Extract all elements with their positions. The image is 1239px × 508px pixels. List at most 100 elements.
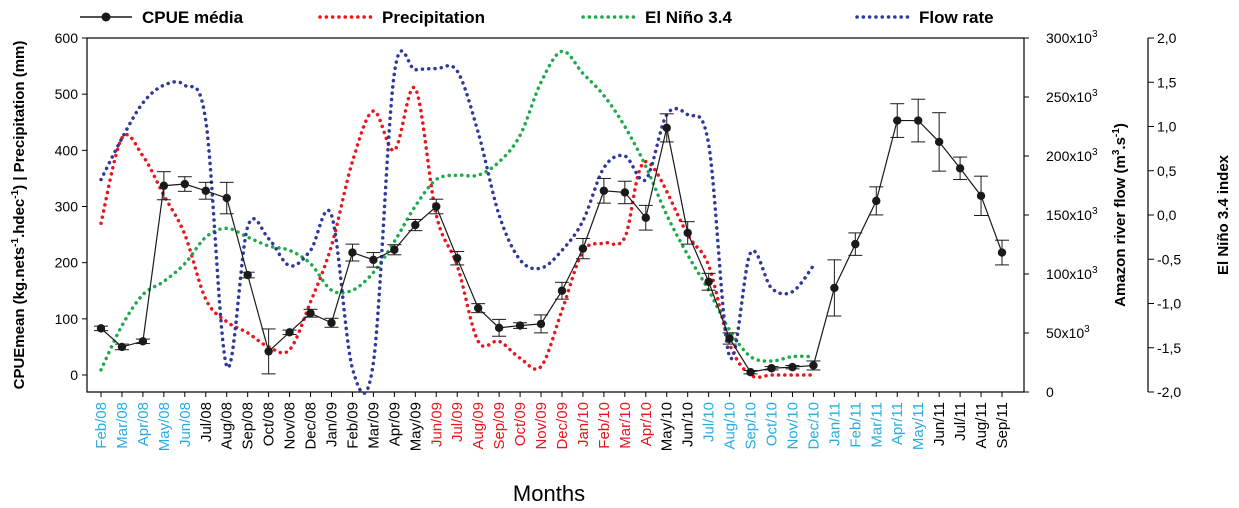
- cpue-point: [327, 318, 336, 327]
- x-tick-label: Jul/09: [449, 402, 466, 442]
- cpue-point: [851, 239, 860, 249]
- cpue-point: [662, 123, 671, 133]
- cpue-point: [872, 196, 881, 206]
- right1-tick-label: 50x103: [1046, 324, 1090, 341]
- right1-tick-label: 150x103: [1046, 206, 1098, 223]
- x-tick-label: Feb/11: [847, 402, 864, 448]
- legend-marker: [101, 12, 111, 22]
- x-tick-label: Aug/10: [722, 402, 739, 450]
- x-tick-label: Nov/08: [282, 402, 299, 450]
- cpue-point: [578, 244, 588, 253]
- right2-tick-label: -2,0: [1157, 384, 1181, 400]
- x-tick-label: Jun/08: [177, 402, 194, 447]
- cpue-point: [557, 286, 567, 295]
- cpue-line: [100, 119, 1003, 373]
- legend-label: CPUE média: [142, 8, 244, 27]
- cpue-point: [96, 324, 106, 333]
- x-tick-label: Jun/09: [428, 402, 445, 447]
- x-tick-label: Oct/08: [261, 402, 278, 446]
- x-tick-label: Jan/10: [575, 402, 592, 447]
- series-line-2: [99, 49, 816, 372]
- cpue-point: [767, 364, 776, 373]
- cpue-point: [243, 270, 252, 280]
- cpue-point: [348, 248, 357, 257]
- right2-tick-label: 0,0: [1157, 207, 1177, 223]
- cpue-point: [432, 202, 441, 211]
- x-tick-label: Apr/11: [889, 402, 906, 445]
- right1-tick-label: 200x103: [1046, 147, 1098, 164]
- cpue-point: [725, 334, 734, 343]
- x-tick-label: Aug/09: [470, 402, 487, 450]
- x-tick-label: Jun/10: [680, 402, 697, 447]
- cpue-point: [641, 213, 650, 222]
- left-tick-label: 300: [55, 199, 79, 215]
- x-tick-label: Nov/09: [533, 402, 550, 450]
- x-tick-label: Jun/11: [931, 402, 948, 446]
- cpue-point: [411, 220, 420, 230]
- x-tick-label: Feb/09: [344, 402, 361, 449]
- cpue-point: [285, 328, 294, 337]
- x-tick-label: Jan/11: [826, 402, 843, 446]
- legend-label: Flow rate: [919, 8, 994, 27]
- x-tick-label: Jul/08: [198, 402, 215, 442]
- cpue-point: [893, 116, 902, 125]
- series-layer: [94, 49, 1009, 395]
- cpue-point: [515, 321, 525, 330]
- right1-axis-title: Amazon river flow (m3.s-1): [1111, 123, 1129, 307]
- plot-frame: [86, 37, 1025, 393]
- left-tick-label: 400: [55, 142, 79, 158]
- right1-tick-label: 300x103: [1046, 29, 1098, 46]
- right2-tick-label: 1,0: [1157, 119, 1177, 135]
- x-tick-label: Feb/10: [596, 402, 613, 449]
- right1-tick-label: 0: [1046, 384, 1054, 400]
- cpue-point: [264, 347, 273, 356]
- right2-tick-label: 1,5: [1157, 74, 1177, 90]
- right2-tick-label: -1,5: [1157, 340, 1181, 356]
- x-tick-label: May/11: [910, 402, 927, 450]
- x-tick-label: Sep/09: [491, 402, 508, 450]
- right2-tick-label: -0,5: [1157, 251, 1181, 267]
- x-tick-label: Mar/09: [365, 402, 382, 449]
- x-tick-label: Dec/09: [554, 402, 571, 450]
- cpue-point: [453, 253, 462, 263]
- axes: 0 100 200 300 400 500 600 0 50x103 100x103 150x103…: [10, 29, 1232, 400]
- cpue-point: [934, 137, 944, 147]
- x-tick-label: Mar/11: [868, 402, 885, 448]
- x-tick-label: Jan/09: [323, 402, 340, 447]
- left-axis-title: CPUEmean (kg.nets-1.hdec-1) | Precipitat…: [10, 41, 28, 390]
- series-line-3: [99, 49, 816, 395]
- x-tick-label: May/08: [156, 402, 173, 451]
- x-tick-label: Dec/10: [805, 402, 822, 450]
- cpue-point: [138, 337, 148, 346]
- x-tick-label: Sep/08: [240, 402, 257, 450]
- cpue-point: [997, 248, 1007, 257]
- cpue-point: [809, 361, 818, 370]
- x-tick-label: Oct/09: [512, 402, 529, 446]
- x-axis-title: Months: [513, 481, 585, 506]
- x-tick-label: Oct/10: [764, 402, 781, 446]
- x-tick-label: Feb/08: [93, 402, 110, 449]
- x-tick-label: Sep/11: [994, 402, 1011, 448]
- x-tick-label: Mar/10: [617, 402, 634, 449]
- cpue-point: [536, 319, 546, 329]
- x-tick-label: May/09: [407, 402, 424, 451]
- cpue-point: [620, 188, 630, 197]
- cpue-point: [746, 367, 755, 377]
- cpue-point: [683, 228, 692, 238]
- x-tick-label: Jul/10: [701, 402, 718, 442]
- cpue-point: [830, 283, 839, 293]
- cpue-point: [494, 323, 504, 333]
- cpue-point: [955, 164, 965, 173]
- left-tick-label: 0: [70, 367, 78, 383]
- right2-tick-label: -1,0: [1157, 296, 1181, 312]
- legend: CPUE média Precipitation El Niño 3.4 Flow r…: [80, 8, 994, 27]
- x-tick-label: May/10: [659, 402, 676, 451]
- left-tick-label: 600: [55, 30, 79, 46]
- legend-label: Precipitation: [382, 8, 485, 27]
- right1-tick-label: 100x103: [1046, 265, 1098, 282]
- x-tick-label: Nov/10: [784, 402, 801, 450]
- cpue-point: [390, 245, 399, 254]
- cpue-point: [704, 277, 713, 286]
- cpue-point: [913, 116, 923, 125]
